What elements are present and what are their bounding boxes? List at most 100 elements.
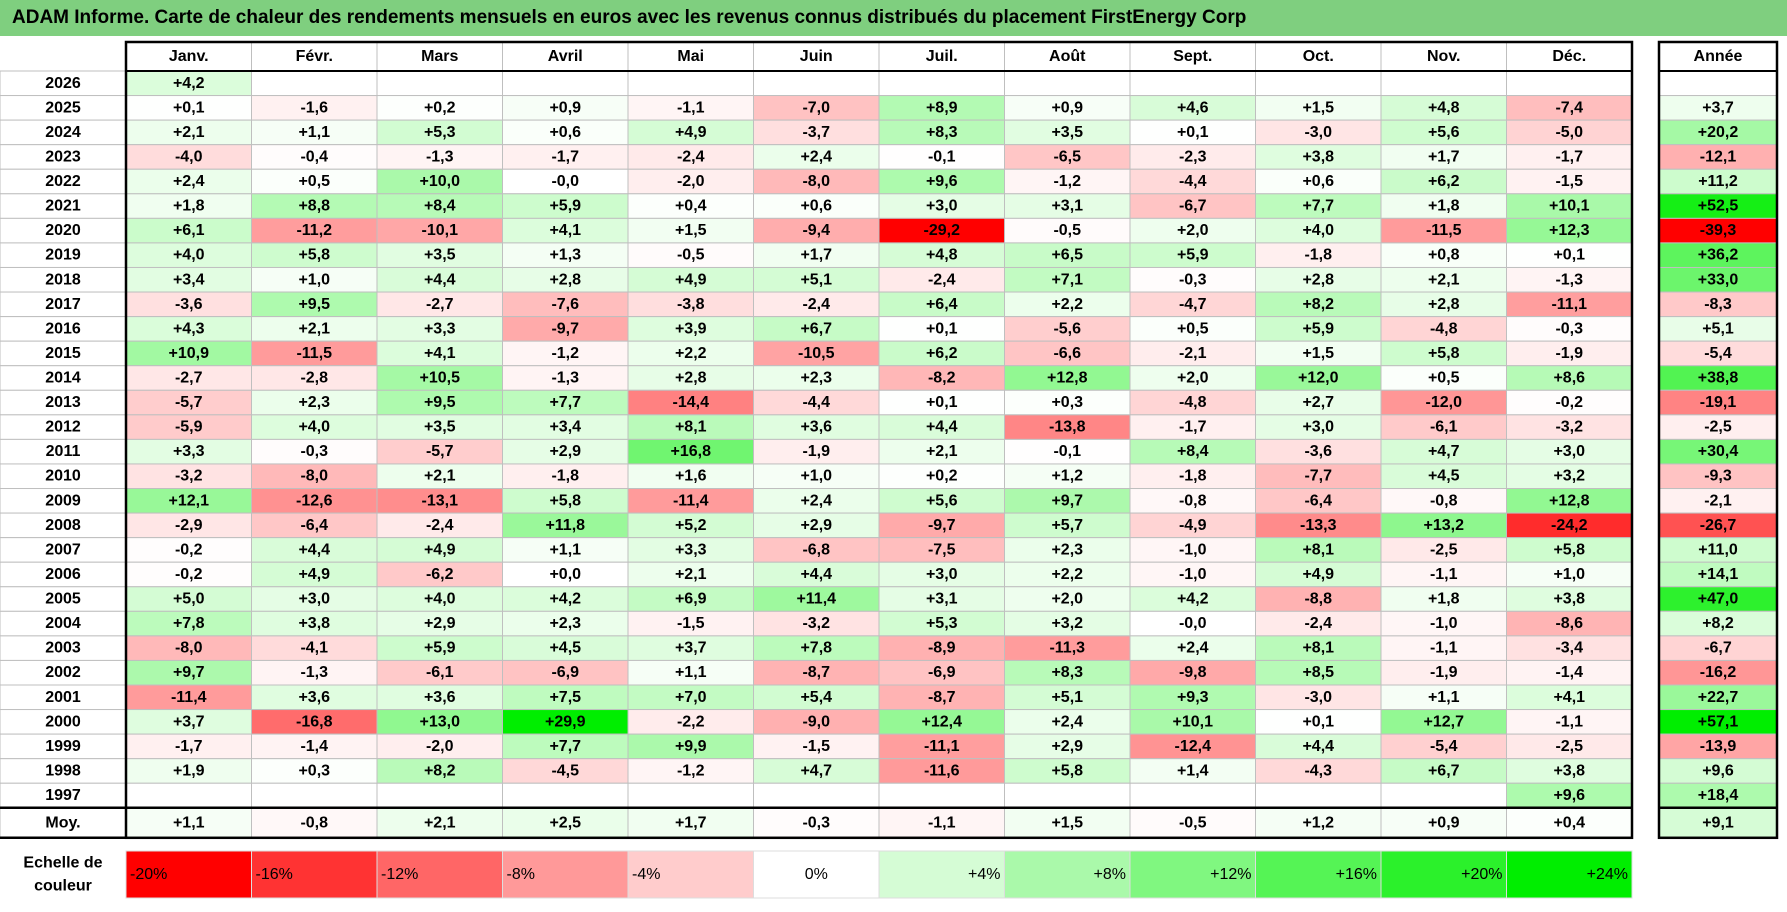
- heat-cell: [251, 266, 378, 293]
- year-label-cell: [0, 512, 127, 539]
- scale-step-label: +24%: [1587, 866, 1628, 883]
- year-label: 2011: [46, 443, 81, 460]
- heat-cell-label: +4,9: [675, 124, 707, 141]
- heat-cell-label: +4,4: [1302, 738, 1334, 755]
- heat-cell: [1004, 316, 1131, 342]
- heat-cell-label: +2,2: [675, 345, 707, 362]
- heat-cell-label: +5,8: [549, 492, 581, 509]
- heat-cell-label: +1,8: [173, 198, 205, 215]
- heat-cell-label: +2,7: [1302, 394, 1334, 411]
- heat-cell-label: +4,8: [1428, 99, 1460, 116]
- heat-cell-label: +12,8: [1549, 492, 1590, 509]
- heat-cell-label: +3,8: [1553, 591, 1585, 608]
- heat-cell-label: +4,7: [800, 762, 832, 779]
- year-label-cell: [0, 488, 127, 514]
- heat-cell-label: +2,9: [549, 443, 581, 460]
- heat-cell-label: -11,1: [1551, 296, 1587, 313]
- heat-cell-label: +0,2: [926, 468, 958, 485]
- heat-cell-label: +4,4: [800, 566, 832, 583]
- heat-cell: [502, 463, 629, 490]
- heat-cell-label: +1,5: [1302, 345, 1334, 362]
- heat-cell-label: +0,6: [549, 124, 581, 141]
- year-label: 2010: [45, 468, 81, 485]
- heat-cell-label: +2,2: [1051, 566, 1083, 583]
- heat-cell: [878, 316, 1005, 342]
- heat-cell-label: -3,7: [802, 124, 830, 141]
- heat-cell-label: +12,4: [922, 713, 963, 730]
- year-label-cell: [0, 414, 127, 440]
- heat-cell-label: -1,3: [1555, 271, 1583, 288]
- heat-cell-label: +2,1: [926, 443, 958, 460]
- heat-cell: [1129, 95, 1256, 121]
- heat-cell: [376, 217, 503, 244]
- heat-cell-label: -1,1: [1430, 566, 1458, 583]
- heat-cell-label: +7,8: [173, 615, 205, 632]
- heat-cell-label: +8,1: [1302, 541, 1334, 558]
- average-cell: [502, 807, 629, 839]
- month-header-cell: [125, 41, 252, 72]
- heat-cell-label: -2,7: [175, 370, 203, 387]
- heat-cell-label: +2,9: [800, 517, 832, 534]
- heat-cell-label: -0,8: [1179, 492, 1207, 509]
- heat-cell: [1004, 365, 1131, 391]
- heat-cell-label: -1,7: [175, 738, 203, 755]
- heat-cell-label: +8,2: [1302, 296, 1334, 313]
- heat-cell-label: +0,5: [298, 173, 330, 190]
- heat-cell: [1004, 217, 1131, 244]
- heat-cell-label: -2,8: [300, 370, 328, 387]
- heat-cell: [627, 242, 754, 268]
- heat-cell-label: -9,0: [802, 713, 830, 730]
- heat-cell-label: -12,6: [296, 492, 333, 509]
- annual-cell-label: -13,9: [1700, 738, 1737, 755]
- heat-cell: [878, 168, 1005, 195]
- year-label: 2022: [45, 173, 81, 190]
- annual-cell: [1658, 193, 1778, 219]
- heat-cell: [753, 586, 880, 612]
- heat-cell-label: -2,0: [677, 173, 705, 190]
- heat-cell-label: +6,1: [173, 222, 205, 239]
- year-label-cell: [0, 217, 127, 244]
- heat-cell: [125, 733, 252, 760]
- heat-cell: [1004, 684, 1131, 711]
- heat-cell-label: +1,5: [675, 222, 707, 239]
- heat-cell-label: +2,3: [1051, 541, 1083, 558]
- heat-cell: [251, 758, 378, 784]
- table-border: [124, 40, 1634, 840]
- heat-cell: [878, 193, 1005, 219]
- heat-cell-label: -29,2: [924, 222, 961, 239]
- heat-cell-label: -1,2: [677, 762, 705, 779]
- heat-cell-label: -1,0: [1430, 615, 1458, 632]
- heat-cell: [1380, 561, 1507, 588]
- heat-cell-label: +3,4: [549, 419, 581, 436]
- heat-cell: [1004, 266, 1131, 293]
- heat-cell-label: +0,9: [549, 99, 581, 116]
- heat-cell-label: +4,9: [424, 541, 456, 558]
- heat-cell: [1506, 242, 1633, 268]
- heat-cell-label: +8,6: [1553, 370, 1585, 387]
- heat-cell-label: -0,5: [1053, 222, 1081, 239]
- heat-cell-label: +0,1: [1553, 247, 1585, 264]
- heat-cell-label: -3,6: [175, 296, 203, 313]
- heat-cell: [627, 217, 754, 244]
- heat-cell-label: -7,0: [802, 99, 830, 116]
- heat-cell: [1004, 463, 1131, 490]
- heat-cell: [878, 242, 1005, 268]
- heat-cell-label: -0,5: [677, 247, 705, 264]
- heat-cell-label: +8,4: [424, 198, 456, 215]
- year-label-cell: [0, 193, 127, 219]
- year-header: Année: [1694, 48, 1743, 65]
- heat-cell: [376, 709, 503, 735]
- heat-cell-label: -2,4: [426, 517, 454, 534]
- annual-cell-label: +38,8: [1698, 370, 1739, 387]
- heat-cell: [1506, 537, 1633, 563]
- heat-cell: [1255, 340, 1382, 367]
- heat-cell-label: -1,3: [300, 664, 328, 681]
- average-cell-label: -0,5: [1179, 814, 1207, 831]
- heat-cell: [1255, 537, 1382, 563]
- annual-cell: [1658, 144, 1778, 170]
- heat-cell: [1129, 635, 1256, 661]
- heat-cell-label: -2,4: [1304, 615, 1332, 632]
- heat-cell-label: -3,2: [802, 615, 830, 632]
- heat-cell-label: -1,0: [1179, 541, 1207, 558]
- heat-cell-label: +8,5: [1302, 664, 1334, 681]
